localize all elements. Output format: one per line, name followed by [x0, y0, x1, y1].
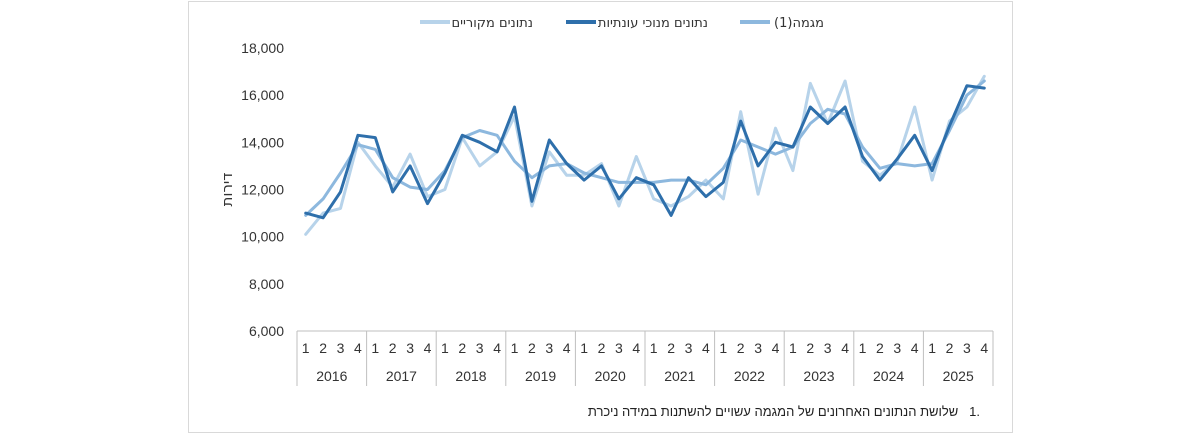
- legend[interactable]: נתונים מקוריים נתונים מנוכי עונתיות מגמה(1…: [420, 16, 824, 31]
- quarter-tick-label: 4: [841, 340, 849, 356]
- y-tick-label: 6,000: [249, 323, 284, 339]
- quarter-tick-label: 3: [963, 340, 971, 356]
- quarter-tick-label: 1: [511, 340, 519, 356]
- year-label: 2018: [455, 368, 486, 384]
- quarter-tick-label: 2: [737, 340, 745, 356]
- quarter-tick-label: 1: [650, 340, 658, 356]
- quarter-tick-label: 3: [406, 340, 414, 356]
- quarter-tick-label: 4: [702, 340, 710, 356]
- quarter-tick-label: 2: [389, 340, 397, 356]
- quarter-tick-label: 2: [876, 340, 884, 356]
- quarter-tick-label: 1: [371, 340, 379, 356]
- footnote-number: .1: [969, 404, 980, 419]
- legend-label: נתונים מקוריים: [451, 16, 533, 31]
- series-line: [304, 84, 986, 220]
- y-tick-label: 18,000: [241, 40, 284, 56]
- quarter-tick-label: 1: [928, 340, 936, 356]
- quarter-tick-label: 1: [302, 340, 310, 356]
- quarter-tick-label: 4: [980, 340, 988, 356]
- quarter-tick-label: 3: [824, 340, 832, 356]
- quarter-tick-label: 2: [946, 340, 954, 356]
- quarter-tick-label: 4: [354, 340, 362, 356]
- legend-label: מגמה(1): [774, 16, 824, 31]
- legend-item[interactable]: נתונים מקוריים: [420, 16, 533, 31]
- quarter-tick-label: 1: [441, 340, 449, 356]
- quarter-tick-label: 1: [859, 340, 867, 356]
- quarter-tick-label: 3: [754, 340, 762, 356]
- quarter-tick-label: 3: [615, 340, 623, 356]
- quarter-tick-label: 2: [667, 340, 675, 356]
- legend-item[interactable]: מגמה(1): [740, 16, 824, 31]
- quarter-tick-label: 4: [563, 340, 571, 356]
- quarter-tick-label: 2: [598, 340, 606, 356]
- series-lines: [304, 74, 986, 236]
- quarter-tick-label: 3: [476, 340, 484, 356]
- year-label: 2017: [386, 368, 417, 384]
- year-label: 2025: [943, 368, 974, 384]
- quarter-tick-label: 3: [685, 340, 693, 356]
- quarter-tick-label: 4: [772, 340, 780, 356]
- year-label: 2022: [734, 368, 765, 384]
- y-tick-label: 14,000: [241, 134, 284, 150]
- y-axis-title: דירות: [218, 173, 236, 207]
- quarter-tick-label: 2: [528, 340, 536, 356]
- y-tick-label: 8,000: [249, 276, 284, 292]
- footnote: .1 שלושת הנתונים האחרונים של המגמה עשויי…: [587, 404, 980, 419]
- quarter-tick-label: 1: [580, 340, 588, 356]
- quarter-tick-label: 3: [545, 340, 553, 356]
- quarter-tick-label: 3: [337, 340, 345, 356]
- year-label: 2016: [316, 368, 347, 384]
- y-axis: 6,000 8,000 10,000 12,000 14,000 16,000 18,000…: [218, 40, 284, 339]
- y-tick-label: 12,000: [241, 182, 284, 198]
- legend-label: נתונים מנוכי עונתיות: [598, 16, 708, 31]
- quarter-tick-label: 4: [493, 340, 501, 356]
- chart-frame: [188, 1, 1013, 433]
- y-tick-label: 16,000: [241, 87, 284, 103]
- legend-item[interactable]: נתונים מנוכי עונתיות: [566, 16, 708, 31]
- quarter-tick-label: 2: [458, 340, 466, 356]
- quarter-tick-label: 2: [319, 340, 327, 356]
- year-label: 2023: [803, 368, 834, 384]
- quarter-tick-label: 2: [806, 340, 814, 356]
- y-tick-label: 10,000: [241, 229, 284, 245]
- year-label: 2024: [873, 368, 904, 384]
- series-line: [304, 74, 986, 236]
- quarter-tick-label: 1: [789, 340, 797, 356]
- quarter-tick-label: 4: [424, 340, 432, 356]
- series-line: [304, 79, 986, 217]
- quarter-tick-label: 4: [911, 340, 919, 356]
- quarter-tick-label: 4: [632, 340, 640, 356]
- year-label: 2019: [525, 368, 556, 384]
- quarter-tick-label: 3: [893, 340, 901, 356]
- quarter-tick-label: 1: [719, 340, 727, 356]
- footnote-text: שלושת הנתונים האחרונים של המגמה עשויים ל…: [587, 404, 959, 419]
- year-label: 2021: [664, 368, 695, 384]
- year-label: 2020: [595, 368, 626, 384]
